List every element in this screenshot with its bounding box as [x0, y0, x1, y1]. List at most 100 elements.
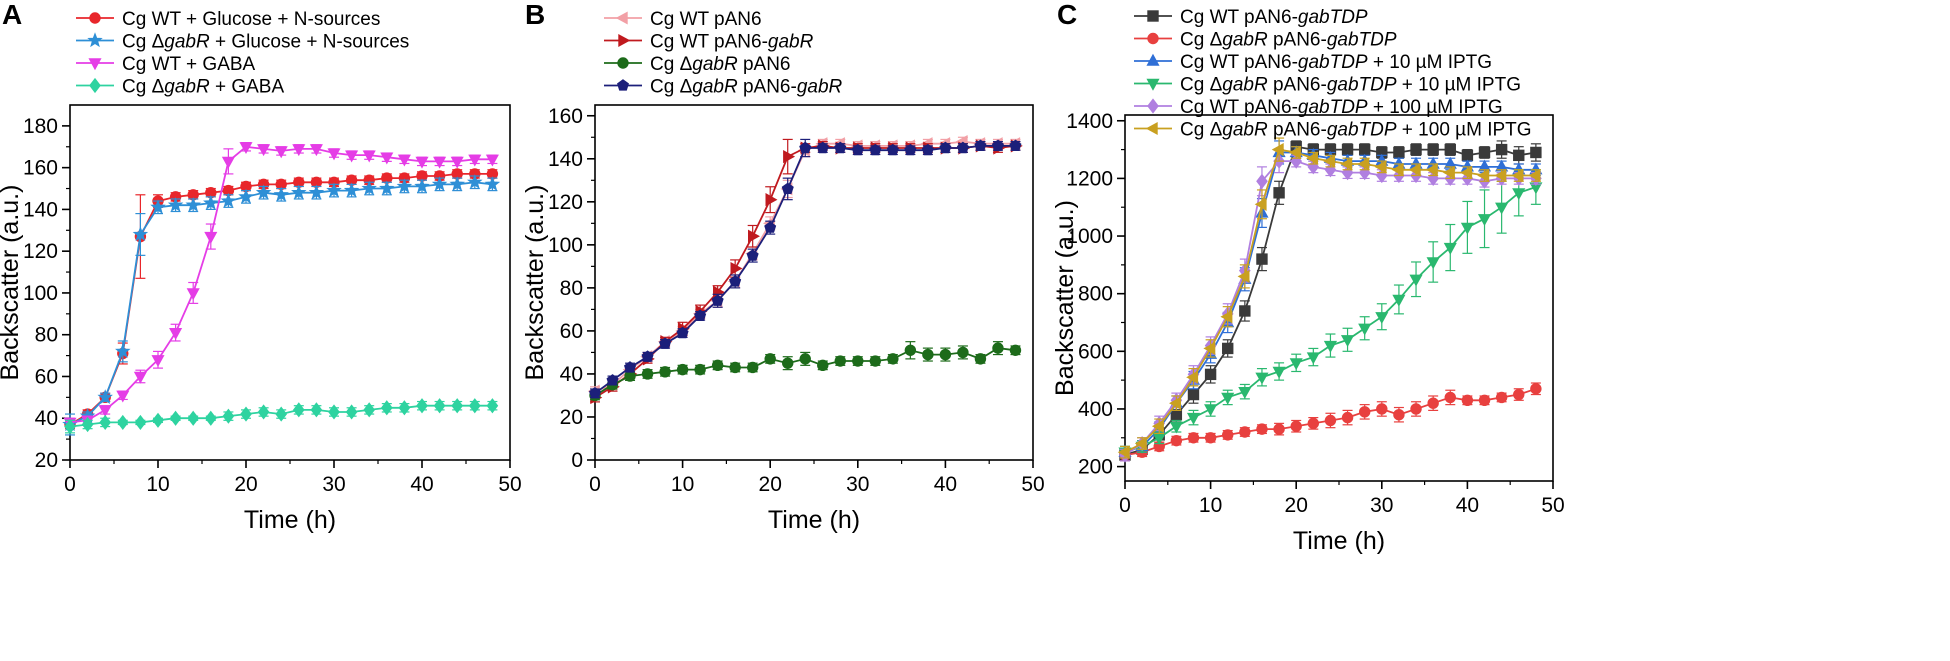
- data-point: [1358, 143, 1371, 156]
- panel-b-x-tick-label: 30: [846, 473, 869, 496]
- data-point: [431, 176, 448, 191]
- data-point: [1478, 146, 1491, 159]
- data-point: [1151, 419, 1164, 433]
- data-point: [116, 414, 129, 431]
- data-point: [1238, 387, 1252, 399]
- data-point: [1512, 188, 1526, 201]
- data-point: [1323, 340, 1338, 353]
- panel-a-y-tick-label: 160: [23, 157, 58, 180]
- data-point: [468, 398, 481, 414]
- panel-b-y-tick-label: 80: [560, 277, 583, 300]
- data-point: [729, 275, 742, 287]
- panel-b-plot-frame: [594, 104, 1034, 461]
- series-line: [1124, 151, 1536, 454]
- panel-c-x-tick-label: 20: [1285, 494, 1308, 517]
- data-point: [1374, 160, 1387, 174]
- data-point: [167, 197, 184, 212]
- data-point: [1186, 370, 1199, 384]
- legend-marker: [1147, 32, 1159, 45]
- data-point: [1222, 429, 1234, 441]
- data-point: [1307, 159, 1320, 175]
- data-point: [1273, 423, 1285, 435]
- data-point: [1443, 242, 1457, 255]
- data-point: [1358, 406, 1371, 418]
- data-point: [1427, 143, 1439, 156]
- data-point: [450, 156, 464, 169]
- data-point: [64, 418, 76, 435]
- legend-label: Cg ΔgabR pAN6-gabTDP + 100 µM IPTG: [1180, 120, 1532, 141]
- panel-c-y-tick-label: 800: [1078, 283, 1113, 306]
- panel-c-x-tick-label: 10: [1199, 494, 1222, 517]
- data-point: [764, 353, 776, 365]
- data-point: [327, 148, 341, 161]
- data-point: [1408, 163, 1421, 177]
- data-point: [81, 416, 94, 433]
- legend-label: Cg ΔgabR + Glucose + N-sources: [122, 32, 409, 53]
- data-point: [1290, 420, 1302, 432]
- panel-b-x-tick-label: 0: [589, 473, 601, 496]
- data-point: [904, 344, 917, 356]
- data-point: [363, 402, 376, 418]
- data-point: [1170, 434, 1183, 447]
- data-point: [711, 359, 724, 372]
- data-point: [1427, 397, 1439, 409]
- panel-c-series-6: [1117, 137, 1541, 459]
- data-point: [1528, 168, 1541, 183]
- data-point: [116, 390, 130, 403]
- data-point: [694, 309, 707, 321]
- data-point: [1357, 157, 1370, 171]
- panel-b-y-tick-label: 140: [548, 148, 583, 171]
- data-point: [1204, 404, 1218, 417]
- data-point: [641, 368, 654, 380]
- data-point: [887, 353, 899, 365]
- data-point: [589, 386, 601, 399]
- legend-label: Cg ΔgabR pAN6: [650, 54, 791, 75]
- legend-label: Cg ΔgabR pAN6-gabR: [650, 77, 843, 98]
- data-point: [1187, 432, 1200, 444]
- panel-c-y-tick-label: 1200: [1066, 167, 1113, 190]
- data-point: [1009, 139, 1022, 151]
- data-point: [1530, 146, 1542, 159]
- data-point: [746, 249, 759, 261]
- data-point: [974, 353, 987, 365]
- data-point: [1306, 151, 1318, 165]
- data-point: [1495, 202, 1509, 215]
- data-point: [1444, 143, 1456, 156]
- panel-c-x-tick-label: 0: [1119, 494, 1131, 517]
- data-point: [782, 357, 794, 369]
- data-point: [869, 143, 882, 156]
- data-point: [799, 353, 811, 365]
- data-point: [956, 141, 969, 154]
- data-point: [398, 400, 411, 416]
- legend-label: Cg WT pAN6-gabTDP + 10 µM IPTG: [1180, 52, 1492, 73]
- data-point: [150, 199, 166, 214]
- data-point: [921, 143, 934, 156]
- data-point: [1256, 253, 1268, 265]
- data-point: [1393, 146, 1405, 159]
- panel-b-y-axis-title: Backscatter (a.u.): [521, 185, 549, 381]
- data-point: [362, 150, 376, 163]
- data-point: [1186, 412, 1201, 425]
- data-point: [606, 374, 619, 386]
- data-point: [1530, 383, 1542, 395]
- legend-label: Cg ΔgabR pAN6-gabTDP: [1180, 30, 1397, 51]
- data-point: [922, 348, 934, 361]
- legend-label: Cg ΔgabR pAN6-gabTDP + 10 µM IPTG: [1180, 75, 1521, 96]
- data-point: [1392, 294, 1406, 307]
- data-point: [851, 143, 864, 156]
- data-point: [783, 150, 796, 164]
- legend-marker: [618, 33, 631, 48]
- legend-marker: [617, 57, 629, 69]
- panel-a-series-2: [62, 174, 501, 436]
- data-point: [1222, 342, 1234, 355]
- data-point: [99, 414, 112, 431]
- data-point: [746, 361, 759, 374]
- panel-c-letter: C: [1057, 0, 1077, 30]
- data-point: [257, 404, 270, 420]
- panel-b-x-tick-label: 20: [759, 473, 782, 496]
- legend-marker: [89, 77, 101, 94]
- data-point: [624, 361, 637, 373]
- data-point: [1324, 162, 1337, 178]
- data-point: [273, 186, 289, 202]
- series-line: [69, 172, 493, 426]
